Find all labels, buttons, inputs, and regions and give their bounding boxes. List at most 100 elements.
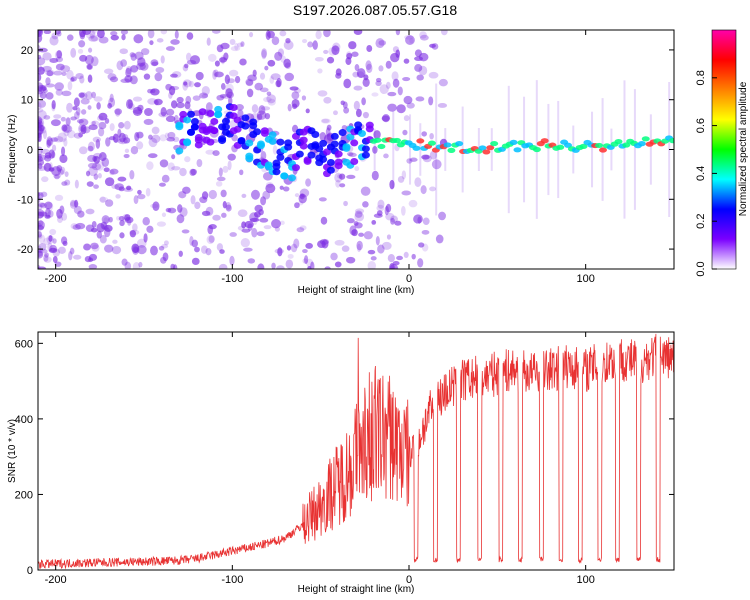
spectrogram-noise-blob	[88, 141, 95, 152]
spectrogram-noise-blob	[61, 124, 68, 132]
spectrogram-noise-blob	[414, 177, 422, 187]
spectrogram-noise-blob	[78, 132, 84, 138]
spectrogram-noise-blob	[45, 92, 54, 100]
spectrogram-noise-blob	[98, 112, 108, 121]
spectrogram-noise-blob	[109, 76, 119, 83]
spectrogram-noise-blob	[269, 76, 275, 84]
spectrogram-noise-blob	[282, 186, 290, 192]
spectrogram-noise-blob	[185, 52, 192, 62]
spectrogram-noise-blob	[42, 126, 47, 134]
spectrogram-noise-blob	[362, 111, 369, 119]
spectrogram-ytick-label: 20	[21, 45, 33, 57]
spectrogram-noise-blob	[143, 233, 148, 243]
spectrogram-ytick-label: 10	[21, 95, 33, 107]
spectrogram-noise-blob	[40, 85, 46, 90]
spectrogram-noise-blob	[318, 197, 327, 202]
spectrogram-ridge-point	[175, 147, 184, 155]
spectrogram-noise-blob	[406, 102, 415, 109]
spectrogram-xtick-label: 0	[406, 273, 412, 285]
spectrogram-noise-blob	[70, 77, 75, 82]
spectrogram-noise-blob	[312, 40, 318, 50]
spectrogram-ridge-point	[190, 117, 199, 125]
spectrogram-noise-blob	[218, 263, 228, 269]
spectrogram-noise-blob	[367, 260, 377, 269]
spectrogram-noise-blob	[240, 41, 245, 47]
spectrogram-noise-blob	[44, 252, 49, 258]
spectrogram-noise-blob	[375, 38, 385, 49]
spectrogram-noise-blob	[356, 71, 365, 78]
spectrogram-ylabel: Frequency (Hz)	[7, 115, 18, 184]
spectrogram-noise-blob	[95, 138, 101, 149]
spectrogram-noise-blob	[343, 78, 352, 89]
spectrogram-noise-blob	[112, 239, 118, 244]
spectrogram-noise-blob	[53, 70, 63, 76]
spectrogram-noise-blob	[110, 34, 119, 41]
spectrogram-noise-blob	[59, 166, 66, 175]
spectrogram-noise-blob	[208, 189, 217, 200]
spectrogram-noise-blob	[403, 115, 410, 122]
spectrogram-noise-blob	[38, 165, 47, 171]
colorbar	[711, 29, 737, 270]
spectrogram-noise-blob	[60, 65, 71, 73]
spectrogram-noise-blob	[38, 73, 42, 82]
spectrogram-noise-blob	[114, 108, 122, 115]
spectrogram-noise-blob	[147, 30, 155, 39]
spectrogram-noise-blob	[353, 30, 363, 35]
spectrogram-noise-blob	[208, 235, 215, 243]
spectrogram-noise-blob	[170, 73, 178, 78]
spectrogram-streak	[523, 96, 526, 203]
spectrogram-ridge-point	[486, 145, 495, 151]
spectrogram-ridge-point	[455, 141, 464, 147]
spectrogram-ridge-point	[365, 125, 374, 133]
spectrogram-noise-blob	[41, 176, 49, 183]
spectrogram-noise-blob	[142, 217, 150, 226]
spectrogram-noise-blob	[115, 194, 121, 199]
spectrogram-noise-blob	[394, 220, 402, 226]
spectrogram-noise-blob	[104, 199, 114, 207]
spectrogram-noise-blob	[158, 245, 165, 251]
spectrogram-noise-blob	[171, 154, 176, 160]
spectrogram-noise-blob	[94, 160, 105, 171]
spectrogram-noise-blob	[43, 254, 49, 262]
spectrogram-ridge-point	[668, 138, 674, 144]
spectrogram-noise-blob	[234, 42, 239, 51]
spectrogram-noise-blob	[38, 102, 42, 111]
spectrogram-noise-blob	[343, 200, 348, 207]
spectrogram-ridge-point	[288, 174, 297, 182]
spectrogram-noise-blob	[85, 208, 95, 215]
spectrogram-noise-blob	[365, 60, 372, 71]
spectrogram-noise-blob	[418, 242, 425, 248]
spectrogram-noise-blob	[88, 124, 98, 131]
spectrogram-ridge-point	[264, 161, 273, 169]
spectrogram-noise-blob	[230, 46, 241, 52]
spectrogram-ridge-point	[260, 129, 269, 137]
spectrogram-noise-blob	[319, 238, 329, 245]
spectrogram-noise-blob	[335, 68, 342, 76]
spectrogram-noise-blob	[38, 159, 45, 166]
spectrogram-noise-blob	[161, 174, 170, 183]
spectrogram-noise-blob	[56, 50, 63, 59]
spectrogram-noise-blob	[163, 240, 169, 246]
spectrogram-noise-blob	[144, 107, 153, 116]
spectrogram-noise-blob	[239, 169, 244, 176]
spectrogram-noise-blob	[285, 37, 291, 44]
spectrogram-noise-blob	[73, 97, 80, 108]
spectrogram-noise-blob	[237, 109, 244, 118]
spectrogram-noise-blob	[38, 86, 47, 92]
spectrogram-noise-blob	[381, 114, 391, 123]
spectrogram-noise-blob	[159, 134, 167, 142]
spectrogram-noise-blob	[326, 124, 332, 131]
spectrogram-noise-blob	[250, 189, 260, 200]
spectrogram-noise-blob	[257, 263, 265, 269]
spectrogram-noise-blob	[40, 148, 50, 155]
spectrogram-noise-blob	[52, 238, 57, 244]
spectrogram-noise-blob	[290, 243, 298, 253]
spectrogram-noise-blob	[286, 245, 292, 251]
snr-ylabel: SNR (10 * v/v)	[7, 419, 18, 483]
colorbar-tick-label: 0.4	[695, 166, 707, 181]
spectrogram-noise-blob	[151, 88, 156, 94]
spectrogram-noise-blob	[372, 146, 378, 154]
spectrogram-noise-blob	[213, 69, 219, 78]
spectrogram-noise-blob	[334, 172, 343, 183]
spectrogram-noise-blob	[353, 85, 363, 91]
